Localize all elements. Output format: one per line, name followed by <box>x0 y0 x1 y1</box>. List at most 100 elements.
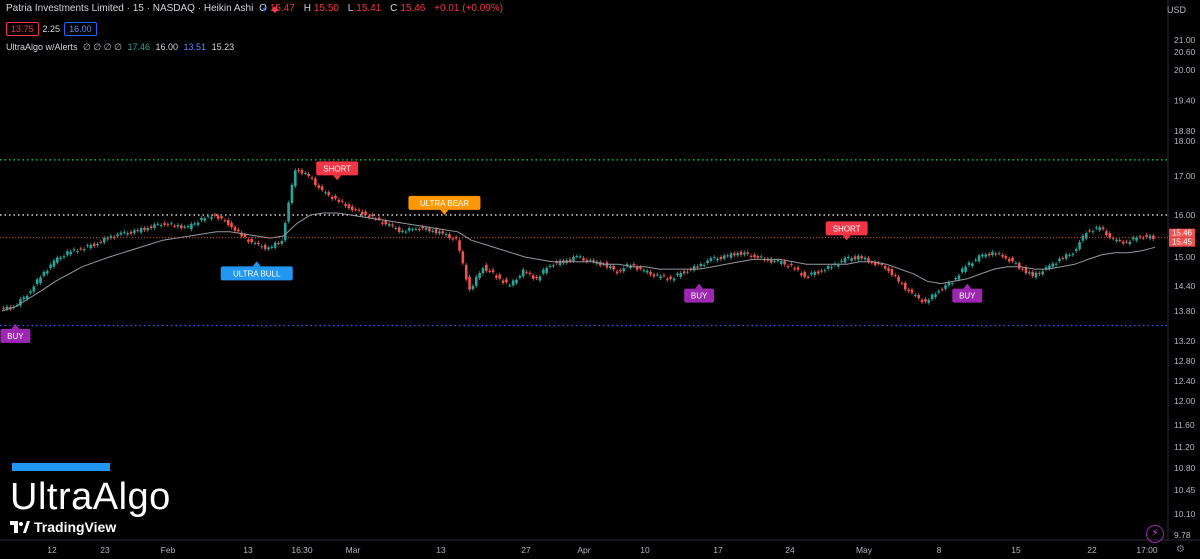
candle-body <box>1135 237 1138 241</box>
candle-body <box>1017 263 1021 269</box>
candle-body <box>163 223 166 225</box>
y-tick-label: 21.00 <box>1174 35 1196 45</box>
candle-body <box>136 230 140 232</box>
candle-body <box>903 282 907 290</box>
candle-body <box>421 226 424 229</box>
candle-body <box>531 275 535 279</box>
candle-body <box>974 259 977 261</box>
candle-body <box>753 254 756 258</box>
candle-body <box>1044 267 1048 270</box>
candle-body <box>1051 263 1055 267</box>
candle-body <box>240 232 243 237</box>
symbol-title[interactable]: Patria Investments Limited · 15 · NASDAQ… <box>6 3 254 14</box>
signal-label-box[interactable] <box>316 161 359 176</box>
candle-body <box>357 209 361 211</box>
candle-body <box>746 252 750 254</box>
candle-body <box>877 262 880 264</box>
candle-body <box>1041 271 1045 275</box>
candle-body <box>1105 231 1108 236</box>
candle-body <box>320 186 324 191</box>
candle-body <box>639 267 642 269</box>
candle-body <box>957 275 961 280</box>
candle-body <box>176 224 180 227</box>
candle-body <box>779 261 783 264</box>
candle-body <box>233 226 237 231</box>
signal-label-box[interactable] <box>220 266 293 281</box>
candle-body <box>511 280 515 286</box>
x-tick-label: 23 <box>100 545 110 555</box>
settings-icon[interactable]: ◆ <box>271 4 283 14</box>
candle-body <box>203 218 207 221</box>
candle-body <box>451 238 455 240</box>
candle-body <box>330 196 334 199</box>
last-price-tag <box>1169 237 1195 247</box>
candle-body <box>139 228 143 233</box>
candle-body <box>1014 262 1018 264</box>
candle-body <box>944 285 947 289</box>
signal-label-box[interactable] <box>952 288 983 303</box>
candle-body <box>924 299 927 302</box>
candle-body <box>464 264 468 280</box>
candle-body <box>682 271 686 274</box>
current-price-tag <box>1169 228 1195 238</box>
signal-label-box[interactable] <box>0 328 31 343</box>
indicator-legend[interactable]: UltraAlgo w/Alerts ∅ ∅ ∅ ∅ 17.46 16.00 1… <box>6 42 237 53</box>
x-tick-label: 27 <box>521 545 531 555</box>
candle-body <box>950 283 954 285</box>
quote-row: 13.75 2.25 16.00 <box>6 22 97 36</box>
sell-price-button[interactable]: 13.75 <box>6 22 39 36</box>
candle-body <box>676 273 679 276</box>
candle-body <box>213 214 217 216</box>
candle-body <box>1021 268 1024 270</box>
candle-body <box>307 173 310 177</box>
spread-value: 2.25 <box>42 24 61 34</box>
candle-body <box>66 251 69 255</box>
signal-label-box[interactable] <box>684 288 715 303</box>
candle-body <box>1121 241 1125 244</box>
candle-body <box>438 231 441 234</box>
currency-label[interactable]: USD <box>1166 5 1186 15</box>
candle-body <box>102 237 106 243</box>
candle-body <box>994 253 998 255</box>
candle-body <box>585 259 589 262</box>
indicator-name[interactable]: UltraAlgo w/Alerts <box>6 42 78 52</box>
candle-body <box>692 265 696 271</box>
lightning-icon[interactable]: ⚡ <box>1146 525 1164 543</box>
signal-label-box[interactable] <box>408 195 481 210</box>
candle-body <box>310 177 314 179</box>
buy-price-button[interactable]: 16.00 <box>64 22 97 36</box>
current-price-label: 15.46 <box>1172 229 1193 238</box>
candle-body <box>99 241 103 243</box>
candle-body <box>987 253 991 256</box>
candle-body <box>277 243 280 245</box>
candle-body <box>123 231 126 233</box>
x-tick-label: 13 <box>243 545 253 555</box>
candle-body <box>1152 235 1155 239</box>
candle-body <box>59 257 62 259</box>
candle-body <box>190 223 193 230</box>
candle-body <box>582 258 585 261</box>
indicator-placeholders: ∅ ∅ ∅ ∅ <box>83 42 122 52</box>
candle-body <box>863 257 867 260</box>
candle-body <box>773 260 776 262</box>
y-tick-label: 11.20 <box>1174 442 1195 452</box>
candle-body <box>1011 257 1014 262</box>
candle-body <box>803 272 807 277</box>
y-tick-label: 15.00 <box>1174 252 1196 262</box>
y-tick-label: 13.80 <box>1174 306 1196 316</box>
signal-label-box[interactable] <box>825 221 868 236</box>
candle-body <box>300 169 304 174</box>
candle-body <box>736 253 740 256</box>
candle-body <box>756 256 760 258</box>
candle-body <box>1125 241 1128 243</box>
gear-icon[interactable]: ⚙ <box>1176 544 1185 555</box>
x-tick-label: Mar <box>346 545 361 555</box>
candle-body <box>652 274 656 277</box>
candle-body <box>350 206 354 211</box>
candle-body <box>1101 227 1105 230</box>
eye-off-icon[interactable]: ◐ <box>262 4 272 14</box>
candle-body <box>183 226 186 228</box>
y-tick-label: 20.00 <box>1174 65 1196 75</box>
signal-arrow <box>333 175 342 181</box>
